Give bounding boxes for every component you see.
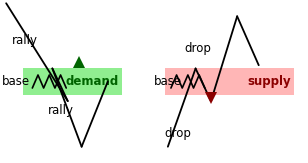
Text: supply: supply [247,75,291,88]
Bar [165,68,294,95]
Text: rally: rally [12,34,38,47]
Text: base: base [2,75,30,88]
Text: drop: drop [185,42,212,55]
Bar [23,68,122,95]
Text: drop: drop [165,127,192,140]
Text: base: base [154,75,182,88]
Text: rally: rally [48,104,74,117]
Text: demand: demand [65,75,119,88]
